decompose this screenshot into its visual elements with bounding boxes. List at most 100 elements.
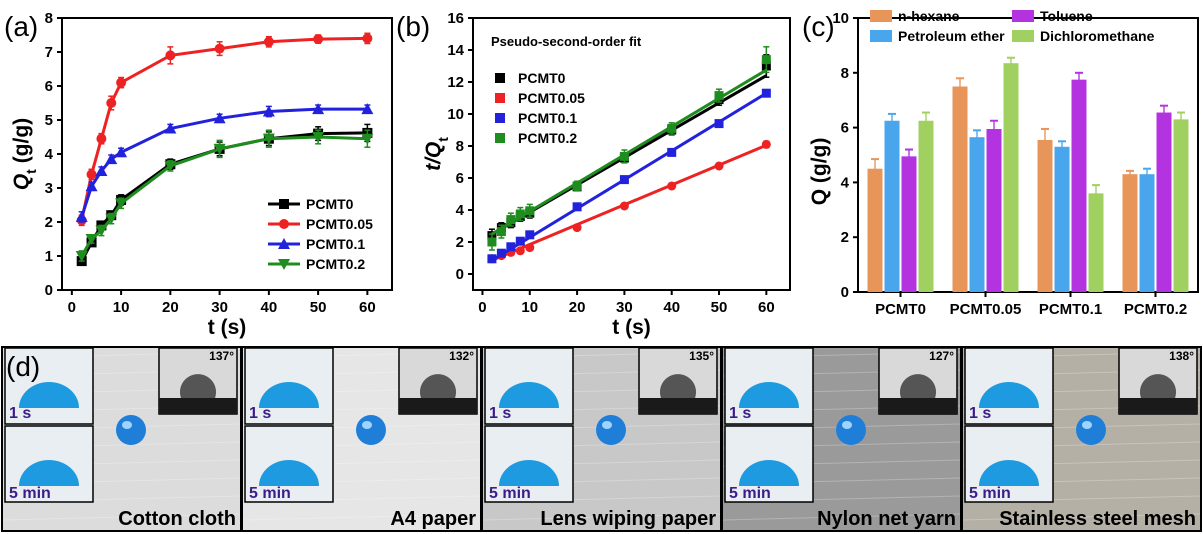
- legend-marker: [279, 219, 289, 229]
- category-label: PCMT0.1: [1039, 301, 1102, 318]
- fit-annotation: Pseudo-second-order fit: [491, 34, 642, 49]
- bar-Toluene: [1156, 112, 1172, 292]
- x-tick-label: 50: [310, 299, 327, 316]
- legend-label: PCMT0.05: [306, 216, 373, 232]
- droplet-highlight: [122, 421, 132, 429]
- y-tick-label: 3: [45, 180, 53, 197]
- bar-Dichloromethane: [1088, 193, 1104, 292]
- substrate-caption: Cotton cloth: [118, 508, 236, 530]
- substrate-caption: A4 paper: [390, 508, 476, 530]
- panel-c-letter: (c): [802, 11, 835, 42]
- bar-Petroleum ether: [1054, 146, 1070, 292]
- data-point-PCMT0.05: [619, 201, 629, 211]
- contact-angle-base: [639, 398, 717, 414]
- data-point-PCMT0.05: [116, 77, 127, 88]
- water-droplet: [116, 415, 146, 445]
- photo-tile: 1 s 5 min 132° A4 paper: [242, 347, 481, 530]
- data-point-PCMT0.1: [312, 103, 325, 115]
- legend-swatch: [1012, 30, 1034, 42]
- photo-tile: 1 s 5 min 138° Stainless steel mesh: [962, 347, 1201, 530]
- bar-n-hexane: [1122, 174, 1138, 292]
- bar-n-hexane: [952, 86, 968, 292]
- contact-angle-base: [159, 398, 237, 414]
- y-tick-label: 0: [45, 282, 53, 299]
- y-axis-label-sub: t: [23, 169, 39, 174]
- data-point-PCMT0.1: [85, 180, 98, 192]
- droplet-5min: [19, 460, 79, 486]
- data-point-PCMT0.2: [213, 143, 226, 155]
- data-point-PCMT0.2: [115, 198, 128, 210]
- time-label-5min: 5 min: [969, 485, 1011, 502]
- data-point-PCMT0.2: [619, 151, 629, 161]
- fit-line-PCMT0.05: [491, 143, 767, 262]
- photo-tile: 1 s 5 min 135° Lens wiping paper: [482, 347, 721, 530]
- data-point-PCMT0.1: [262, 105, 275, 117]
- panel-a-letter: (a): [4, 11, 38, 42]
- data-point-PCMT0.05: [761, 139, 771, 149]
- data-point-PCMT0.2: [262, 133, 275, 145]
- data-point-PCMT0.05: [525, 243, 535, 253]
- data-point-PCMT0.1: [506, 242, 516, 252]
- y-tick-label: 8: [841, 65, 849, 82]
- legend-marker: [495, 113, 505, 123]
- time-label-1s: 1 s: [249, 405, 271, 422]
- data-point-PCMT0.1: [761, 88, 771, 98]
- data-point-PCMT0.1: [496, 248, 506, 258]
- x-tick-label: 20: [569, 299, 586, 316]
- y-tick-label: 4: [45, 146, 54, 163]
- droplet-1s: [259, 382, 319, 408]
- x-tick-label: 0: [478, 299, 486, 316]
- legend-marker: [495, 73, 505, 83]
- panel-b-fit-chart: (b) Pseudo-second-order fit 0 10 20 30 40 50 60 0…: [396, 10, 791, 339]
- contact-angle-base: [879, 398, 957, 414]
- y-tick-label: 10: [447, 106, 464, 123]
- x-tick-label: 0: [68, 299, 76, 316]
- bar-Petroleum ether: [969, 137, 985, 292]
- legend-label: PCMT0.05: [518, 90, 585, 106]
- data-point-PCMT0.05: [362, 33, 373, 44]
- x-tick-label: 10: [113, 299, 130, 316]
- data-point-PCMT0.1: [714, 119, 724, 129]
- y-tick-label: 2: [456, 234, 464, 251]
- legend-label: PCMT0: [306, 196, 354, 212]
- y-tick-label: 4: [841, 174, 850, 191]
- x-axis-label: t (s): [612, 316, 651, 339]
- y-tick-label: 14: [447, 42, 464, 59]
- y-tick-label: 8: [45, 10, 53, 27]
- substrate-texture: [482, 513, 721, 521]
- y-tick-label: 7: [45, 44, 53, 61]
- panel-d-photo-strip: 1 s 5 min 137° Cotton cloth 1 s 5 min 132° A4 p…: [1, 346, 1202, 532]
- droplet-highlight: [1082, 421, 1092, 429]
- data-point-PCMT0.2: [714, 91, 724, 101]
- category-label: PCMT0.05: [950, 301, 1022, 318]
- legend-swatch: [870, 10, 892, 22]
- data-point-PCMT0.1: [515, 236, 525, 246]
- y-tick-label: 12: [447, 74, 464, 91]
- legend-label: Toluene: [1040, 8, 1093, 24]
- data-point-PCMT0.2: [361, 133, 374, 145]
- category-label: PCMT0: [875, 301, 926, 318]
- contact-angle-droplet: [180, 374, 217, 398]
- data-point-PCMT0.2: [761, 55, 771, 65]
- y-axis-label-tail: (g/g): [10, 118, 33, 169]
- time-label-5min: 5 min: [489, 485, 531, 502]
- time-label-5min: 5 min: [9, 485, 51, 502]
- data-point-PCMT0.2: [525, 206, 535, 216]
- panel-d-letter: (d): [6, 351, 40, 382]
- bar-Petroleum ether: [1139, 174, 1155, 292]
- water-droplet: [836, 415, 866, 445]
- legend-marker: [278, 238, 290, 249]
- water-droplet: [356, 415, 386, 445]
- contact-angle-droplet: [420, 374, 456, 398]
- legend-label: Dichloromethane: [1040, 28, 1155, 44]
- data-point-PCMT0.05: [572, 223, 582, 233]
- bar-Toluene: [1071, 79, 1087, 293]
- panel-a-line-chart: (a) 0 10 20 30 40 50 60 0 1 2 3 4 5 6 7 8 t (s) Qt (g/g) PC…: [4, 10, 393, 339]
- data-point-PCMT0.1: [619, 175, 629, 185]
- data-point-PCMT0.1: [115, 146, 128, 158]
- contact-angle-value: 127°: [929, 349, 954, 363]
- y-tick-label: 0: [456, 266, 464, 283]
- data-point-PCMT0.1: [105, 153, 118, 165]
- data-point-PCMT0.05: [96, 133, 107, 144]
- data-point-PCMT0.2: [85, 234, 98, 245]
